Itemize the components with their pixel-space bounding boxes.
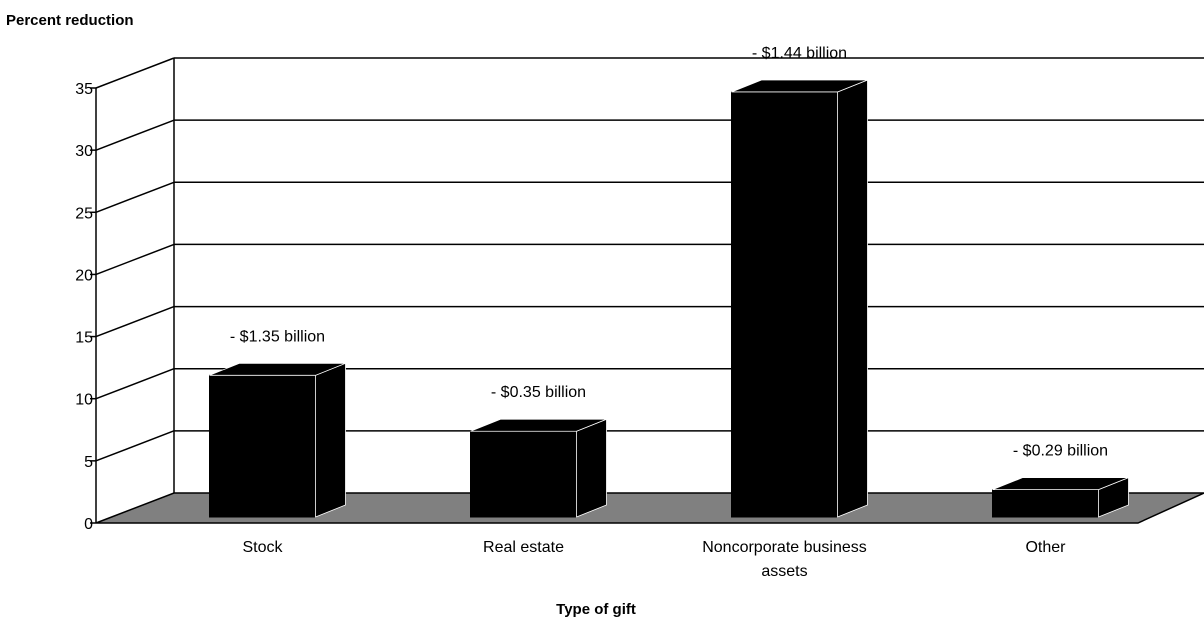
gridline-side [95,57,175,89]
bar-side-face [837,79,868,518]
bar-side-face [576,418,607,518]
chart-floor-layer [95,492,1204,524]
bar-top-face [731,79,868,93]
bar [992,477,1129,518]
x-tick-label: Real estate [483,539,564,556]
data-label: - $1.35 billion [230,328,325,345]
y-tick-label: 35 [75,81,93,98]
chart-bar-layer [209,79,1129,518]
bar-top-face [992,477,1129,491]
bar-side-face [315,362,346,518]
data-label: - $1.44 billion [752,45,847,62]
gridline-side [95,430,175,462]
bar [209,362,346,518]
y-tick-label: 20 [75,267,93,284]
gridline-side [95,243,175,276]
data-label: - $0.29 billion [1013,443,1108,460]
chart-label-layer: - $1.35 billion Stock - $0.35 billion Real … [230,45,1108,580]
y-tick-label: 5 [84,454,93,471]
y-tick-label: 10 [75,392,93,409]
x-tick-label: Stock [242,539,283,556]
bar-top-face [470,418,607,432]
x-tick-label: Other [1025,539,1066,556]
y-tick-label: 0 [84,516,93,533]
bar [731,79,868,518]
x-tick-label: Noncorporate business assets [702,539,867,580]
y-tick-label: 30 [75,143,93,160]
gridline-side [95,305,175,338]
x-axis-title: Type of gift [556,601,636,618]
gridline-side [95,181,175,213]
data-label: - $0.35 billion [491,384,586,401]
bar-front-face [209,374,316,518]
bar-front-face [731,91,838,518]
chart-floor [95,492,1204,524]
y-axis-title: Percent reduction [6,12,134,29]
bar-top-face [209,362,346,376]
bar-front-face [470,430,577,518]
chart-axis-layer: 0 5 10 15 20 25 30 35 [75,58,175,533]
gridline-side [95,119,175,151]
gridline-side [95,368,175,400]
bar-front-face [992,489,1099,518]
y-tick-label: 15 [75,330,93,347]
y-tick-label: 25 [75,205,93,222]
bar [470,418,607,518]
